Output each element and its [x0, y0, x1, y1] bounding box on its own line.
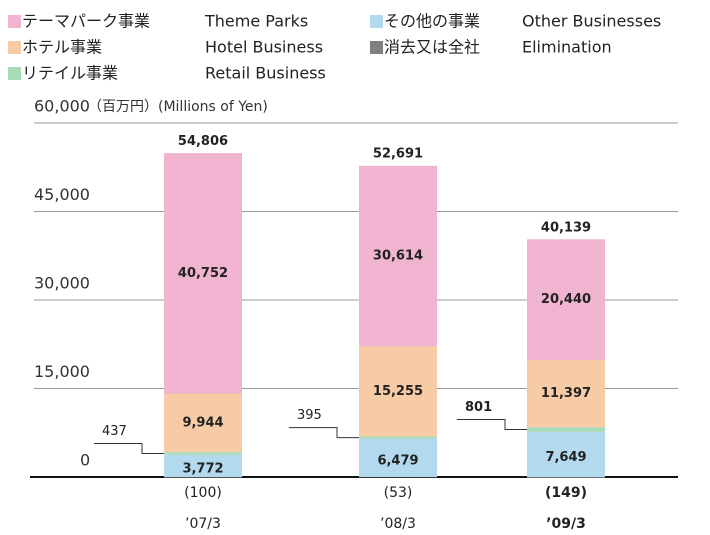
y-axis-label: （百万円）(Millions of Yen) — [88, 99, 268, 115]
bar-segment — [527, 427, 605, 432]
legend-label: 消去又は全社 — [384, 38, 480, 57]
legend-swatch — [8, 15, 21, 28]
value-label: 11,397 — [541, 386, 591, 401]
total-label: 52,691 — [373, 147, 423, 162]
value-label: 15,255 — [373, 384, 423, 399]
x-tick-label: ’07/3 — [185, 516, 221, 532]
total-label: 54,806 — [178, 134, 228, 149]
elimination-label: (149) — [545, 485, 587, 501]
bar-segment — [359, 165, 437, 347]
leader-line — [457, 419, 527, 431]
value-label: 40,752 — [178, 266, 228, 281]
bar-segment — [527, 239, 605, 360]
bar-segment — [527, 477, 605, 478]
x-tick-label: ’08/3 — [380, 516, 416, 532]
legend-label-en: Other Businesses — [522, 12, 661, 31]
legend-swatch — [370, 41, 383, 54]
y-tick-label: 15,000 — [34, 362, 90, 381]
total-label: 40,139 — [541, 221, 591, 236]
value-label: 7,649 — [545, 450, 586, 465]
y-tick-label: 60,000 — [34, 97, 90, 116]
bar-segment — [359, 438, 437, 477]
legend-label: その他の事業 — [384, 12, 480, 31]
value-label: 30,614 — [373, 249, 423, 264]
y-tick-label: 45,000 — [34, 185, 90, 204]
value-label: 9,944 — [182, 415, 223, 430]
bar-segment — [527, 359, 605, 428]
elimination-label: (100) — [184, 485, 222, 501]
bar-segment — [359, 346, 437, 437]
value-label: 437 — [102, 424, 127, 439]
elimination-label: (53) — [384, 485, 413, 501]
value-label: 3,772 — [182, 461, 223, 476]
bar-segment — [164, 393, 242, 453]
bar-segment — [359, 436, 437, 439]
legend-label: リテイル事業 — [22, 64, 118, 83]
leader-line — [94, 442, 164, 454]
legend-label-en: Hotel Business — [205, 38, 323, 57]
bar-segment — [164, 477, 242, 478]
legend-label-en: Retail Business — [205, 64, 326, 83]
bar-segment — [164, 452, 242, 455]
legend-swatch — [8, 67, 21, 80]
legend-label: ホテル事業 — [22, 38, 102, 57]
legend-swatch — [8, 41, 21, 54]
value-label: 801 — [465, 400, 492, 415]
bar-segment — [164, 153, 242, 394]
legend-label-en: Theme Parks — [204, 12, 308, 31]
value-label: 20,440 — [541, 292, 591, 307]
legend-label: テーマパーク事業 — [22, 12, 150, 31]
y-tick-label: 0 — [80, 451, 90, 470]
bar-segment — [527, 431, 605, 477]
x-tick-label: ’09/3 — [546, 516, 586, 532]
value-label: 395 — [297, 408, 322, 423]
y-tick-label: 30,000 — [34, 274, 90, 293]
legend-swatch — [370, 15, 383, 28]
value-label: 6,479 — [377, 453, 418, 468]
leader-line — [289, 427, 359, 439]
legend-label-en: Elimination — [522, 38, 612, 57]
bar-segment — [164, 454, 242, 477]
